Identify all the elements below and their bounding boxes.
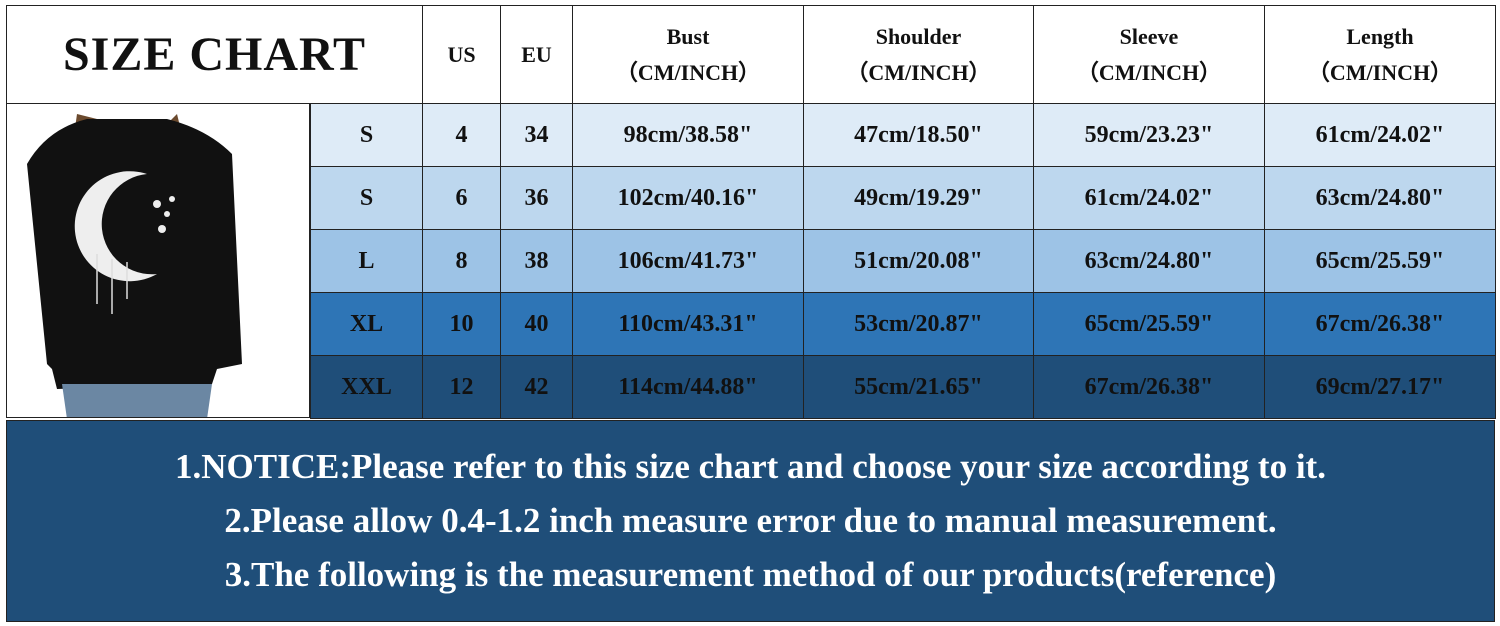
cell-eu: 36 [500, 166, 573, 230]
header-label: Sleeve [1119, 23, 1179, 49]
size-chart-title: SIZE CHART [6, 5, 423, 104]
cell-shoulder: 49cm/19.29" [803, 166, 1034, 230]
header-label: US [447, 41, 476, 67]
header-us: US [422, 5, 501, 104]
header-label: Bust [666, 23, 710, 49]
header-sleeve: Sleeve （CM/INCH） [1033, 5, 1265, 104]
cell-sleeve: 59cm/23.23" [1033, 103, 1265, 167]
header-label: Shoulder [875, 23, 962, 49]
cell-eu: 40 [500, 292, 573, 356]
header-label: Length [1346, 23, 1414, 49]
cell-us: 8 [422, 229, 501, 293]
product-photo [6, 103, 310, 418]
cell-length: 67cm/26.38" [1264, 292, 1496, 356]
cell-shoulder: 51cm/20.08" [803, 229, 1034, 293]
header-unit: （CM/INCH） [846, 59, 991, 85]
cell-shoulder: 55cm/21.65" [803, 355, 1034, 419]
header-length: Length （CM/INCH） [1264, 5, 1496, 104]
notice-box: 1.NOTICE:Please refer to this size chart… [6, 420, 1495, 622]
cell-us: 6 [422, 166, 501, 230]
cell-us: 10 [422, 292, 501, 356]
cell-size: S [310, 166, 423, 230]
cell-bust: 110cm/43.31" [572, 292, 804, 356]
header-unit: （CM/INCH） [1307, 59, 1453, 85]
header-bust: Bust （CM/INCH） [572, 5, 804, 104]
header-label: EU [521, 41, 552, 67]
notice-line-1: 1.NOTICE:Please refer to this size chart… [175, 447, 1326, 486]
header-unit: （CM/INCH） [1076, 59, 1222, 85]
cell-bust: 106cm/41.73" [572, 229, 804, 293]
cell-eu: 34 [500, 103, 573, 167]
cell-size: XL [310, 292, 423, 356]
cell-size: XXL [310, 355, 423, 419]
cell-size: S [310, 103, 423, 167]
cell-length: 65cm/25.59" [1264, 229, 1496, 293]
cell-length: 63cm/24.80" [1264, 166, 1496, 230]
header-eu: EU [500, 5, 573, 104]
cell-shoulder: 53cm/20.87" [803, 292, 1034, 356]
cell-size: L [310, 229, 423, 293]
notice-line-3: 3.The following is the measurement metho… [224, 555, 1277, 594]
header-shoulder: Shoulder （CM/INCH） [803, 5, 1034, 104]
header-unit: （CM/INCH） [615, 59, 761, 85]
notice-line-2: 2.Please allow 0.4-1.2 inch measure erro… [224, 501, 1277, 540]
cell-length: 69cm/27.17" [1264, 355, 1496, 419]
cell-shoulder: 47cm/18.50" [803, 103, 1034, 167]
cell-sleeve: 65cm/25.59" [1033, 292, 1265, 356]
cell-sleeve: 61cm/24.02" [1033, 166, 1265, 230]
cell-bust: 114cm/44.88" [572, 355, 804, 419]
cell-sleeve: 63cm/24.80" [1033, 229, 1265, 293]
cell-us: 12 [422, 355, 501, 419]
cell-us: 4 [422, 103, 501, 167]
cell-sleeve: 67cm/26.38" [1033, 355, 1265, 419]
cell-eu: 38 [500, 229, 573, 293]
cell-length: 61cm/24.02" [1264, 103, 1496, 167]
cell-bust: 102cm/40.16" [572, 166, 804, 230]
cell-eu: 42 [500, 355, 573, 419]
cell-bust: 98cm/38.58" [572, 103, 804, 167]
sweatshirt-image [7, 104, 309, 417]
